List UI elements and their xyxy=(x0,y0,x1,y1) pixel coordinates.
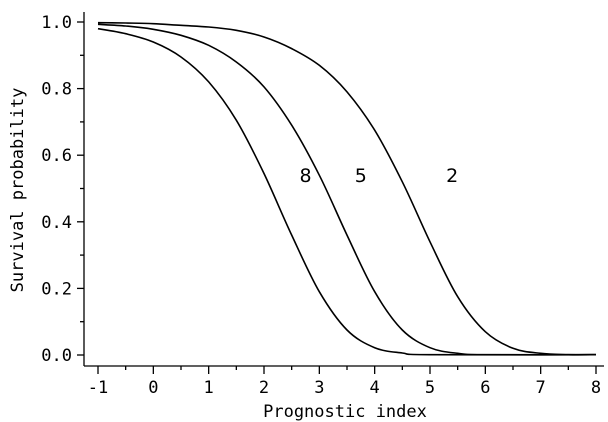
curve-label-5: 5 xyxy=(355,165,367,187)
y-tick-label: 0.2 xyxy=(41,279,72,299)
x-tick-label: 7 xyxy=(536,378,546,398)
curve-label-2: 2 xyxy=(446,165,458,187)
x-tick-label: -1 xyxy=(88,378,108,398)
curve-label-8: 8 xyxy=(299,165,311,187)
survival-curve-2 xyxy=(97,21,597,356)
y-tick-label: 0.0 xyxy=(41,346,72,366)
x-tick-label: 8 xyxy=(591,378,601,398)
x-tick-label: 2 xyxy=(259,378,269,398)
x-tick-label: 1 xyxy=(204,378,214,398)
y-tick-label: 0.8 xyxy=(41,80,72,100)
x-tick-label: 4 xyxy=(370,378,380,398)
x-axis: -1 0 1 2 3 4 5 6 7 8 xyxy=(84,365,604,398)
x-ticks: -1 0 1 2 3 4 5 6 7 8 xyxy=(88,366,601,398)
survival-curve-5 xyxy=(97,23,597,356)
x-tick-label: 0 xyxy=(148,378,158,398)
y-axis-title: Survival probability xyxy=(8,88,28,293)
x-tick-label: 6 xyxy=(480,378,490,398)
x-axis-title: Prognostic index xyxy=(263,402,427,422)
x-tick-label: 3 xyxy=(314,378,324,398)
survival-curve-8 xyxy=(97,27,597,356)
y-ticks: 0.0 0.2 0.4 0.6 0.8 1.0 xyxy=(41,13,84,366)
survival-curves xyxy=(97,21,597,356)
y-axis: 0.0 0.2 0.4 0.6 0.8 1.0 xyxy=(41,12,85,366)
curve-labels: 8 5 2 xyxy=(299,165,458,187)
y-tick-label: 1.0 xyxy=(41,13,72,33)
x-tick-label: 5 xyxy=(425,378,435,398)
y-tick-label: 0.4 xyxy=(41,213,72,233)
y-tick-label: 0.6 xyxy=(41,146,72,166)
